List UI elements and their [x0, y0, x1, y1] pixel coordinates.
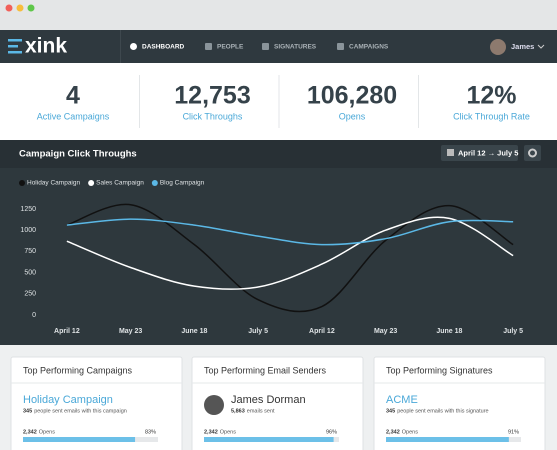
- date-button[interactable]: [441, 145, 518, 161]
- x-tick-label: June 18: [436, 328, 462, 335]
- nav-icon: [205, 43, 212, 50]
- y-tick-label: 1250: [20, 206, 36, 213]
- y-tick-label: 0: [32, 312, 36, 319]
- logo[interactable]: xink: [25, 35, 67, 58]
- nav-item[interactable]: SIGNATURES: [274, 44, 317, 51]
- card-detail: people sent emails with this campaign: [34, 408, 127, 414]
- y-tick-label: 500: [24, 269, 36, 276]
- card: [191, 356, 364, 450]
- opens-count: 2,342: [386, 429, 400, 435]
- nav-item[interactable]: CAMPAIGNS: [349, 44, 389, 51]
- max-dot[interactable]: [27, 4, 35, 12]
- nav-icon: [130, 43, 137, 50]
- avatar[interactable]: [490, 39, 506, 55]
- opens-pct-label: 96%: [326, 429, 337, 435]
- nav-bar: [0, 30, 557, 63]
- card: [10, 356, 183, 450]
- card-count: 345: [386, 408, 395, 414]
- x-tick-label: July 5: [503, 328, 523, 335]
- calendar-icon: [447, 149, 454, 156]
- x-tick-label: July 5: [248, 328, 268, 335]
- stat-value: 12%: [466, 82, 516, 110]
- x-tick-label: April 12: [309, 328, 335, 335]
- card-name: ACME: [386, 394, 418, 406]
- card-title: Top Performing Email Senders: [204, 365, 327, 375]
- chart-title: Campaign Click Throughs: [19, 149, 137, 160]
- browser-bar: [0, 0, 557, 30]
- legend-label: Sales Campaign: [96, 180, 144, 187]
- card-name: James Dorman: [231, 394, 306, 406]
- legend-dot: [88, 180, 95, 186]
- date-range[interactable]: April 12 → July 5: [458, 148, 518, 157]
- opens-count: 2,342: [23, 429, 37, 435]
- stat-label: Active Campaigns: [37, 111, 110, 121]
- stat-value: 4: [66, 82, 80, 110]
- opens-pct-label: 91%: [508, 429, 519, 435]
- legend-label: Holiday Campaign: [27, 180, 80, 187]
- legend-dot: [151, 180, 158, 186]
- card-detail: people sent emails with this signature: [397, 408, 488, 414]
- y-tick-label: 250: [24, 291, 36, 298]
- opens-label: Opens: [39, 429, 55, 435]
- progress-bar: [23, 437, 136, 442]
- y-tick-label: 750: [24, 248, 36, 255]
- gear-icon: [528, 148, 537, 158]
- settings-button[interactable]: [524, 145, 541, 161]
- x-tick-label: May 23: [119, 328, 142, 335]
- x-tick-label: June 18: [181, 328, 207, 335]
- stat-label: Click Through Rate: [453, 111, 530, 121]
- divider: [120, 30, 121, 63]
- card-detail: emails sent: [247, 408, 275, 414]
- x-tick-label: May 23: [374, 328, 397, 335]
- card: [373, 356, 546, 450]
- series-line: [66, 218, 514, 246]
- logo-icon: [8, 39, 22, 54]
- legend-dot: [19, 180, 25, 186]
- card-count: 345: [23, 408, 32, 414]
- card-name: Holiday Campaign: [23, 394, 113, 406]
- opens-label: Opens: [402, 429, 418, 435]
- progress-bar: [204, 437, 334, 442]
- opens-count: 2,342: [204, 429, 218, 435]
- opens-pct-label: 83%: [145, 429, 156, 435]
- stat-value: 12,753: [174, 82, 250, 110]
- x-tick-label: April 12: [54, 328, 80, 335]
- stat-label: Opens: [339, 111, 366, 121]
- series-line: [66, 203, 514, 313]
- legend-label: Blog Campaign: [160, 180, 205, 187]
- nav-item[interactable]: PEOPLE: [217, 44, 244, 51]
- chart-panel: [0, 140, 557, 345]
- close-dot[interactable]: [5, 4, 13, 12]
- nav-item[interactable]: DASHBOARD: [142, 44, 185, 51]
- stat-label: Click Throughs: [183, 111, 243, 121]
- card-title: Top Performing Campaigns: [23, 365, 133, 375]
- opens-label: Opens: [220, 429, 236, 435]
- user-name[interactable]: James: [511, 42, 534, 51]
- stat-value: 106,280: [307, 82, 397, 110]
- series-line: [66, 216, 514, 290]
- card-title: Top Performing Signatures: [386, 365, 493, 375]
- nav-icon: [337, 43, 344, 50]
- nav-icon: [262, 43, 269, 50]
- progress-bar: [386, 437, 509, 442]
- avatar: [204, 395, 224, 415]
- min-dot[interactable]: [16, 4, 24, 12]
- card-count: 5,863: [231, 408, 245, 414]
- y-tick-label: 1000: [20, 227, 36, 234]
- caret[interactable]: [537, 44, 545, 49]
